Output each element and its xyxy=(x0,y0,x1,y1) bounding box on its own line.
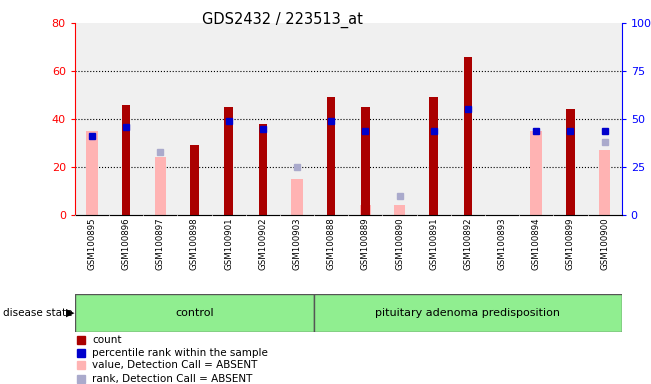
Bar xyxy=(599,150,611,215)
Text: ▶: ▶ xyxy=(66,308,75,318)
Text: control: control xyxy=(175,308,214,318)
Text: GSM100894: GSM100894 xyxy=(532,217,541,270)
Text: GSM100900: GSM100900 xyxy=(600,217,609,270)
Bar xyxy=(361,107,370,215)
Bar xyxy=(531,131,542,215)
Bar xyxy=(122,104,130,215)
Bar xyxy=(327,98,335,215)
Text: GSM100897: GSM100897 xyxy=(156,217,165,270)
Text: GSM100895: GSM100895 xyxy=(87,217,96,270)
Text: GDS2432 / 223513_at: GDS2432 / 223513_at xyxy=(202,12,363,28)
Bar xyxy=(190,146,199,215)
Text: GSM100896: GSM100896 xyxy=(122,217,131,270)
Bar xyxy=(394,205,406,215)
Bar xyxy=(359,205,371,215)
Text: disease state: disease state xyxy=(3,308,73,318)
Bar xyxy=(225,107,233,215)
Text: rank, Detection Call = ABSENT: rank, Detection Call = ABSENT xyxy=(92,374,253,384)
Text: GSM100889: GSM100889 xyxy=(361,217,370,270)
Bar xyxy=(86,131,98,215)
Text: pituitary adenoma predisposition: pituitary adenoma predisposition xyxy=(376,308,561,318)
Text: GSM100899: GSM100899 xyxy=(566,217,575,270)
Bar xyxy=(291,179,303,215)
Text: value, Detection Call = ABSENT: value, Detection Call = ABSENT xyxy=(92,360,258,370)
Bar xyxy=(464,56,472,215)
Text: GSM100891: GSM100891 xyxy=(429,217,438,270)
Text: GSM100893: GSM100893 xyxy=(497,217,506,270)
Bar xyxy=(314,294,622,332)
Text: GSM100888: GSM100888 xyxy=(327,217,336,270)
Text: GSM100890: GSM100890 xyxy=(395,217,404,270)
Text: GSM100901: GSM100901 xyxy=(224,217,233,270)
Bar xyxy=(75,294,314,332)
Text: GSM100902: GSM100902 xyxy=(258,217,268,270)
Bar xyxy=(258,124,267,215)
Text: count: count xyxy=(92,335,122,345)
Text: percentile rank within the sample: percentile rank within the sample xyxy=(92,348,268,358)
Text: GSM100898: GSM100898 xyxy=(190,217,199,270)
Text: GSM100903: GSM100903 xyxy=(292,217,301,270)
Bar xyxy=(566,109,575,215)
Bar xyxy=(430,98,438,215)
Bar xyxy=(154,157,166,215)
Text: GSM100892: GSM100892 xyxy=(464,217,473,270)
